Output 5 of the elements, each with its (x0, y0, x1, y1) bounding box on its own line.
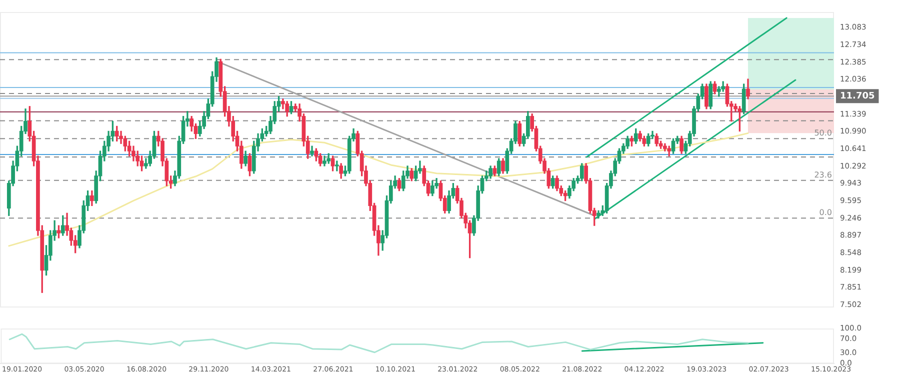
ref-line-label: 11.705 (840, 92, 875, 102)
annotation: 0.0 (819, 208, 832, 218)
annotation: 50.0 (814, 128, 832, 138)
annotation: 23.6 (814, 170, 832, 180)
candlestick (334, 160, 339, 172)
